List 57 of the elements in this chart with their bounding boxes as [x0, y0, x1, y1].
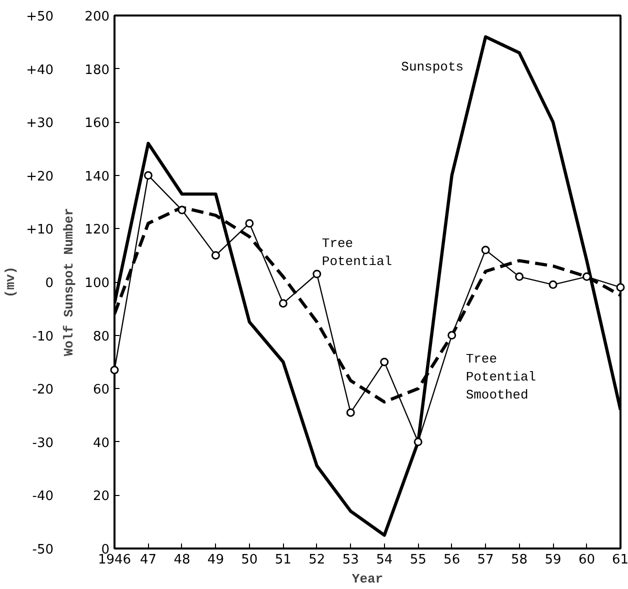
- y-tick-label: 200: [84, 10, 110, 24]
- x-tick-label: 47: [140, 552, 157, 568]
- y2-tick-label: -30: [32, 436, 54, 451]
- y-tick-label: 20: [92, 489, 110, 504]
- point: [548, 280, 558, 289]
- x-tick-label: 55: [410, 552, 426, 568]
- y2-tick-label: +20: [26, 169, 54, 184]
- point: [110, 366, 119, 374]
- x-tick-label: 57: [477, 552, 494, 568]
- y2-axis-title: (mv): [3, 266, 18, 298]
- series-label: Tree Potential Smoothed: [466, 351, 536, 402]
- series-label: Sunspots: [401, 59, 464, 74]
- x-tick-label: 49: [207, 552, 224, 568]
- y-tick-label: 160: [84, 116, 110, 132]
- point: [346, 408, 355, 417]
- point: [278, 299, 288, 308]
- y2-tick-label: 0: [45, 276, 54, 291]
- x-tick-label: 52: [308, 552, 326, 568]
- x-tick-label: 48: [174, 552, 190, 568]
- y2-tick-label: +50: [26, 10, 54, 24]
- y-tick-label: 100: [84, 276, 110, 291]
- point: [414, 438, 422, 446]
- y-tick-label: 80: [92, 329, 110, 344]
- x-tick-label: 58: [511, 552, 528, 568]
- x-tick-label: 59: [544, 552, 562, 568]
- x-tick-label: 53: [342, 552, 359, 568]
- y-axis-title: Wolf Sunspot Number: [62, 208, 77, 356]
- point: [312, 270, 322, 278]
- y-tick-label: 60: [92, 382, 110, 398]
- y2-tick-label: -20: [32, 382, 54, 398]
- y-tick-label: 120: [84, 222, 110, 238]
- point: [515, 272, 524, 281]
- x-tick-label: 56: [444, 552, 460, 568]
- y2-tick-label: +30: [26, 116, 54, 132]
- y2-tick-label: -50: [32, 542, 54, 558]
- y-tick-label: 40: [92, 436, 110, 451]
- x-tick-label: 54: [376, 552, 393, 568]
- point: [178, 206, 186, 214]
- point: [380, 358, 389, 366]
- x-tick-label: 50: [241, 552, 258, 568]
- y2-tick-label: +40: [26, 62, 54, 78]
- y-tick-label: 180: [84, 62, 110, 78]
- point: [481, 246, 490, 254]
- series-label: Tree Potential: [322, 236, 392, 270]
- y2-tick-label: +10: [26, 222, 54, 238]
- point: [144, 171, 152, 180]
- y-tick-label: 140: [84, 169, 110, 184]
- point: [245, 219, 254, 228]
- x-axis-title: Year: [352, 572, 384, 586]
- point: [448, 331, 456, 340]
- y2-tick-label: -10: [32, 329, 54, 344]
- y2-tick-label: -40: [32, 489, 54, 504]
- point: [211, 251, 220, 260]
- point: [616, 283, 625, 292]
- x-tick-label: 51: [274, 552, 292, 568]
- x-tick-label: 60: [578, 552, 596, 568]
- x-tick-label: 61: [612, 552, 628, 568]
